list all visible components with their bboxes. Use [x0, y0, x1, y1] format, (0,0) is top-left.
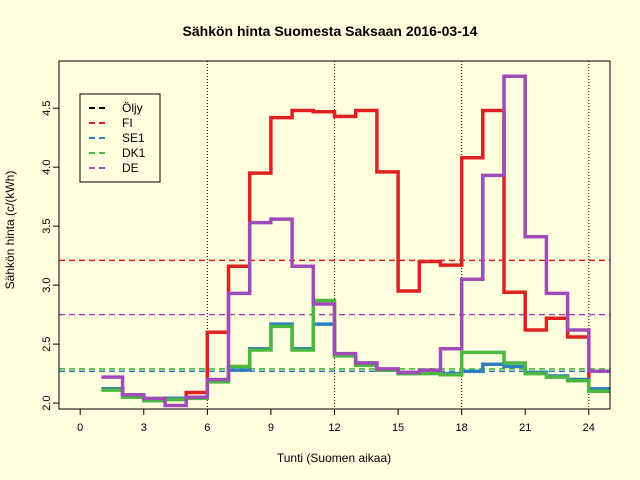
legend-label-öljy: Öljy [122, 101, 143, 115]
y-tick-label: 2.0 [41, 395, 53, 410]
x-tick-label: 12 [328, 422, 340, 434]
series-line-de [101, 74, 610, 408]
x-tick-label: 21 [519, 422, 531, 434]
y-axis: 2.0 2.5 3.0 3.5 4.0 4.5 [41, 101, 60, 411]
series-line-fi [101, 108, 610, 402]
series-lines [101, 74, 610, 408]
series-line-dk1 [101, 298, 610, 403]
x-axis: 0 3 6 9 12 15 18 21 24 [77, 408, 595, 434]
x-axis-label: Tunti (Suomen aikaa) [277, 451, 391, 465]
y-tick-label: 4.5 [41, 101, 53, 116]
x-tick-label: 0 [77, 422, 83, 434]
y-tick-label: 3.5 [41, 219, 53, 234]
legend-label-fi: FI [122, 116, 133, 130]
x-tick-label: 6 [204, 422, 210, 434]
legend-label-de: DE [122, 161, 139, 175]
x-tick-label: 9 [268, 422, 274, 434]
chart-title: Sähkön hinta Suomesta Saksaan 2016-03-14 [183, 23, 478, 39]
x-tick-label: 18 [456, 422, 468, 434]
y-tick-label: 3.0 [41, 277, 53, 292]
y-tick-label: 4.0 [41, 160, 53, 175]
legend-label-se1: SE1 [122, 131, 145, 145]
x-tick-label: 3 [141, 422, 147, 434]
legend-box [79, 93, 161, 183]
x-tick-label: 24 [583, 422, 595, 434]
y-tick-label: 2.5 [41, 336, 53, 351]
legend-label-dk1: DK1 [122, 146, 146, 160]
y-axis-label: Sähkön hinta (c/(kWh) [3, 171, 17, 290]
x-tick-label: 15 [392, 422, 404, 434]
